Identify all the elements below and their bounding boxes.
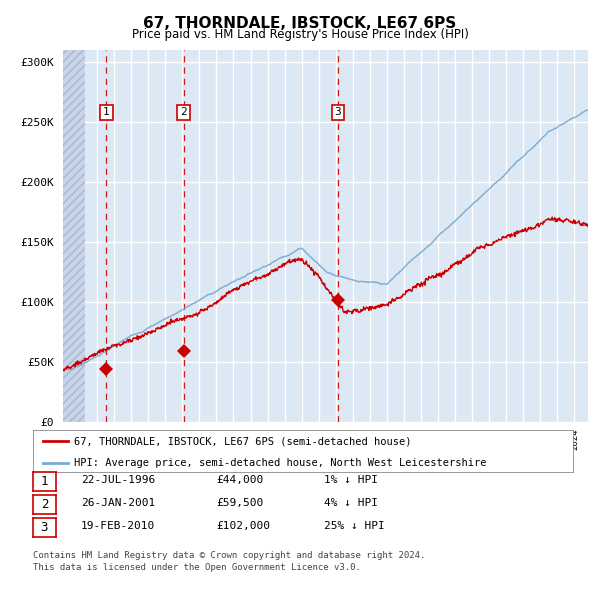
Text: 26-JAN-2001: 26-JAN-2001 bbox=[81, 499, 155, 508]
Text: 1: 1 bbox=[103, 107, 110, 117]
Text: Contains HM Land Registry data © Crown copyright and database right 2024.
This d: Contains HM Land Registry data © Crown c… bbox=[33, 551, 425, 572]
Text: HPI: Average price, semi-detached house, North West Leicestershire: HPI: Average price, semi-detached house,… bbox=[74, 458, 486, 468]
Text: 3: 3 bbox=[41, 521, 48, 534]
Text: £102,000: £102,000 bbox=[216, 522, 270, 531]
Text: £44,000: £44,000 bbox=[216, 476, 263, 485]
Text: £59,500: £59,500 bbox=[216, 499, 263, 508]
Text: 2: 2 bbox=[180, 107, 187, 117]
Text: 67, THORNDALE, IBSTOCK, LE67 6PS: 67, THORNDALE, IBSTOCK, LE67 6PS bbox=[143, 16, 457, 31]
Text: 4% ↓ HPI: 4% ↓ HPI bbox=[324, 499, 378, 508]
Text: Price paid vs. HM Land Registry's House Price Index (HPI): Price paid vs. HM Land Registry's House … bbox=[131, 28, 469, 41]
Text: 19-FEB-2010: 19-FEB-2010 bbox=[81, 522, 155, 531]
Bar bbox=[63, 50, 85, 422]
Text: 2: 2 bbox=[41, 498, 48, 511]
Text: 1% ↓ HPI: 1% ↓ HPI bbox=[324, 476, 378, 485]
Text: 22-JUL-1996: 22-JUL-1996 bbox=[81, 476, 155, 485]
Text: 3: 3 bbox=[335, 107, 341, 117]
Text: 25% ↓ HPI: 25% ↓ HPI bbox=[324, 522, 385, 531]
Text: 67, THORNDALE, IBSTOCK, LE67 6PS (semi-detached house): 67, THORNDALE, IBSTOCK, LE67 6PS (semi-d… bbox=[74, 437, 411, 447]
Text: 1: 1 bbox=[41, 475, 48, 488]
